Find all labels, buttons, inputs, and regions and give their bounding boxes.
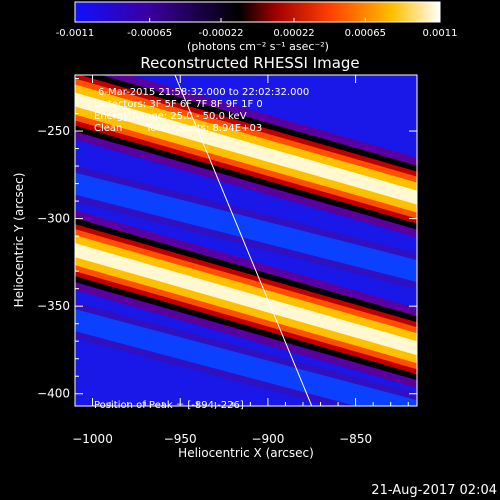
y-axis: −400 −350 −300 −250 [37, 78, 417, 401]
x-tick-label: −1000 [72, 432, 113, 446]
y-axis-label: Heliocentric Y (arcsec) [12, 173, 26, 308]
y-tick-label: −400 [37, 387, 70, 401]
x-tick-label: −950 [164, 432, 197, 446]
colorbar-label: (photons cm⁻² s⁻¹ asec⁻²) [187, 40, 329, 53]
negative-band [75, 309, 417, 406]
solar-limb-line [174, 75, 313, 406]
colorbar-tick-label: 0.00022 [273, 28, 314, 39]
heatmap-image [75, 75, 417, 406]
colorbar-tick-label: -0.00065 [127, 28, 172, 39]
annotation-method: Clean [94, 123, 122, 134]
y-tick-label: −350 [37, 299, 70, 313]
colorbar-ticks: -0.0011 -0.00065 -0.00022 0.00022 0.00065 0.0… [56, 18, 458, 39]
y-tick-label: −300 [37, 212, 70, 226]
annotation-time-range: 6-Mar-2015 21:58:32.000 to 22:02:32.000 [98, 87, 309, 98]
negative-band [75, 172, 417, 283]
annotation-energy-range: Energy Range: 25.0 - 50.0 keV [94, 111, 247, 122]
colorbar-gradient [75, 2, 440, 22]
emission-band [75, 92, 417, 205]
x-tick-label: −850 [339, 432, 372, 446]
colorbar-tick-label: 0.0011 [423, 28, 458, 39]
plot-frame [74, 74, 418, 407]
x-tick-label: −900 [251, 432, 284, 446]
x-axis: −1000 −950 −900 −850 [72, 75, 409, 446]
y-tick-label: −250 [37, 124, 70, 138]
colorbar: -0.0011 -0.00065 -0.00022 0.00022 0.00065 0.0… [56, 1, 458, 53]
colorbar-frame [74, 1, 441, 23]
chart-title: Reconstructed RHESSI Image [140, 54, 359, 72]
annotation-total-counts: Total counts: 8.94E+03 [145, 123, 262, 134]
colorbar-tick-label: -0.0011 [56, 28, 95, 39]
colorbar-tick-label: 0.00065 [345, 28, 386, 39]
x-axis-label: Heliocentric X (arcsec) [178, 446, 314, 460]
colorbar-tick-label: -0.00022 [199, 28, 244, 39]
footer-timestamp: 21-Aug-2017 02:04 [371, 483, 497, 498]
emission-band [75, 243, 417, 356]
annotation-detectors: Detectors: 3F 5F 6F 7F 8F 9F 1F 0 [94, 99, 263, 110]
